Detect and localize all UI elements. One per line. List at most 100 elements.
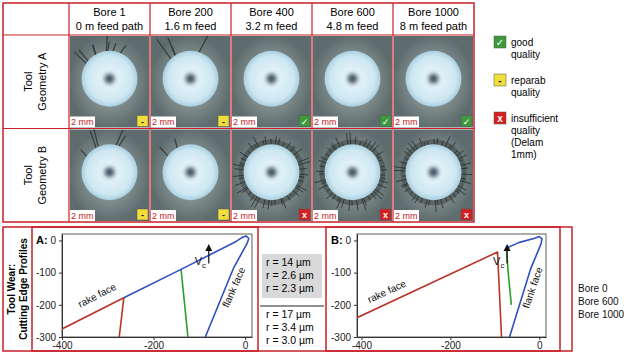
y-tick-mark — [59, 273, 62, 274]
scale-label: 2 mm — [152, 117, 175, 127]
y-tick: -100 — [331, 267, 357, 278]
y-axis: -300-200-1000 — [36, 235, 63, 343]
annotation: flank face — [220, 265, 248, 309]
delamination-zone — [320, 139, 386, 205]
section-label-line: Cutting Edge Profiles — [18, 238, 29, 340]
delamination-fiber — [394, 170, 407, 172]
delamination-fiber — [440, 198, 443, 208]
delamination-fiber — [275, 137, 276, 146]
delamination-zone — [239, 139, 305, 205]
delamination-fiber — [268, 199, 270, 209]
delamination-fiber — [294, 187, 303, 193]
annotation-text: rake face — [76, 281, 118, 310]
delamination-fiber — [278, 138, 280, 146]
delamination-fiber — [355, 137, 357, 146]
y-tick-mark — [354, 337, 357, 338]
y-tick-label: -300 — [36, 332, 56, 343]
x-tick-label: 0 — [243, 340, 249, 351]
quality-badge — [137, 116, 148, 127]
delamination-fiber — [379, 178, 386, 179]
row-label-line: Geometry B — [36, 146, 48, 205]
delamination-fiber — [319, 160, 327, 163]
bore-photo: 2 mm- — [70, 130, 149, 222]
radius-value: r = 2.6 µm — [266, 269, 314, 281]
column-subtitle: 3.2 m feed — [246, 20, 298, 32]
x-axis-line — [358, 337, 547, 338]
quality-badge — [218, 116, 229, 127]
annotation: flank face — [520, 265, 544, 309]
delamination-fiber — [235, 181, 246, 185]
bore-hole — [163, 51, 219, 107]
delamination-fiber — [253, 137, 259, 148]
photo-background — [151, 130, 230, 222]
y-axis-line — [62, 235, 63, 338]
delamination-fiber — [363, 139, 367, 147]
y-tick-mark — [354, 240, 357, 241]
delamination-fiber — [412, 194, 417, 201]
column-subtitle: 4.8 m feed — [327, 20, 379, 32]
annotation: rake face — [366, 277, 408, 305]
scale-label-background — [70, 210, 95, 221]
scale-label-background — [70, 117, 95, 128]
legend-entry: Bore 600 — [578, 296, 619, 307]
scale-label: 2 mm — [233, 211, 256, 221]
delamination-fiber — [374, 188, 384, 195]
annotation: Vc — [195, 255, 206, 270]
photo-background — [70, 36, 149, 128]
delamination-fiber — [404, 187, 411, 192]
y-tick: 0 — [345, 235, 357, 246]
delamination-fiber — [248, 143, 255, 151]
y-tick-mark — [59, 240, 62, 241]
delamination-fiber — [407, 148, 414, 154]
delamination-fiber — [240, 152, 249, 158]
bore-center-spot — [348, 167, 358, 177]
delamination-fiber — [356, 199, 358, 210]
bore-photo: 2 mmx — [232, 130, 311, 222]
y-axis-line — [357, 235, 358, 338]
bore-hole — [244, 51, 300, 107]
bore-center-spot — [186, 74, 196, 84]
delamination-fiber — [293, 149, 302, 156]
delamination-fiber — [292, 190, 300, 196]
delamination-fiber — [316, 171, 325, 172]
quality-mark: x — [383, 210, 388, 220]
photo-background — [151, 36, 230, 128]
bore-center-spot — [267, 167, 277, 177]
x-tick: 0 — [243, 337, 249, 351]
delamination-fiber — [412, 141, 418, 150]
photo-background — [232, 36, 311, 128]
y-axis: -300-200-1000 — [331, 235, 358, 343]
legend-text: reparab — [511, 75, 546, 86]
row-label: ToolGeometry B — [22, 146, 48, 205]
delamination-fiber — [290, 147, 296, 153]
legend-badge — [494, 112, 506, 124]
bore-hole — [244, 144, 300, 200]
delamination-fiber — [459, 180, 470, 184]
column-title: Bore 600 — [330, 6, 375, 18]
x-axis: -400-2000 — [52, 337, 252, 351]
column-title: Bore 1000 — [408, 6, 459, 18]
legend-symbol: x — [497, 113, 503, 124]
scale-label: 2 mm — [395, 117, 418, 127]
plot-area — [62, 236, 249, 337]
column-subtitle: 1.6 m feed — [165, 20, 217, 32]
section-label-line: Tool Wear: — [6, 264, 17, 315]
delamination-fiber — [332, 143, 337, 150]
scale-label-background — [232, 117, 257, 128]
delamination-fiber — [445, 136, 450, 147]
scale-label: 2 mm — [71, 211, 94, 221]
column-title: Bore 200 — [168, 6, 213, 18]
y-tick: -300 — [331, 332, 357, 343]
delamination-fiber — [450, 142, 456, 150]
delamination-fiber — [298, 162, 310, 165]
legend-text: (Delam — [511, 137, 543, 148]
legend-text: good — [511, 37, 533, 48]
scale-label-background — [232, 210, 257, 221]
photo-background — [70, 130, 149, 222]
table-column-line — [149, 3, 150, 222]
quality-mark: ✓ — [301, 117, 309, 127]
delamination-fiber — [314, 179, 326, 182]
delamination-fiber — [375, 151, 383, 157]
annotation: rake face — [76, 281, 118, 310]
quality-badge — [380, 209, 391, 220]
